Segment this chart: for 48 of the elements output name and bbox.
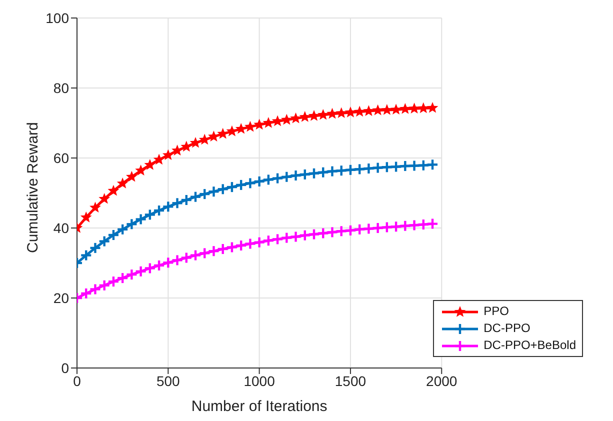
y-tick-label: 0 [61,360,70,376]
point [372,104,384,116]
point [344,106,356,118]
y-tick-label: 100 [46,10,70,26]
point [336,107,348,118]
x-tick-label: 500 [156,372,180,389]
point [144,159,156,170]
y-tick-label: 60 [53,150,70,166]
x-axis-title: Number of Iterations [191,398,328,415]
point [317,108,329,120]
point [126,170,138,182]
legend-label: DC-PPO+BeBold [484,337,576,354]
point [80,212,92,222]
point [108,184,120,196]
point [299,111,311,122]
point [244,120,256,132]
x-tick-label: 2000 [426,372,458,389]
point [280,114,292,125]
legend-label: DC-PPO [484,320,530,337]
point [408,102,420,114]
y-axis-title: Cumulative Reward [24,122,42,253]
point [254,118,266,130]
point [418,102,430,114]
y-tick-label: 20 [53,290,70,306]
point [135,164,147,176]
y-tick-label: 40 [53,220,70,236]
point [362,105,374,116]
point [98,192,110,204]
point [162,149,174,160]
point [381,104,393,115]
point [116,178,128,188]
point [172,144,183,156]
point [399,103,411,114]
point [426,102,438,113]
point [153,154,165,165]
point [90,202,101,213]
point [180,140,192,152]
point [390,104,402,115]
point [326,108,338,119]
x-tick-label: 1000 [244,372,276,389]
x-tick-label: 1500 [334,372,366,389]
legend-label: PPO [484,303,509,320]
point [308,110,320,121]
point [290,112,302,124]
x-tick-label: 0 [73,372,82,389]
y-tick-label: 80 [53,80,70,96]
point [354,106,366,117]
point [272,115,284,126]
